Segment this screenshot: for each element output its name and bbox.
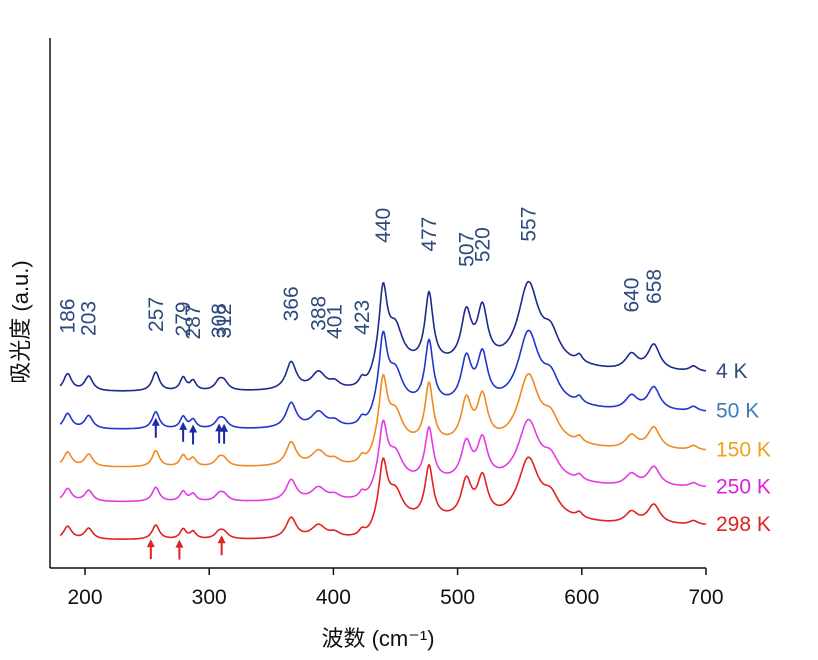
arrow-marker [220, 423, 229, 444]
arrow-marker [217, 535, 226, 556]
peak-label: 388 [307, 296, 330, 331]
peak-label: 520 [471, 227, 494, 262]
trace-150K [59, 373, 707, 468]
arrow-marker [151, 417, 160, 438]
x-tick-label: 700 [688, 586, 723, 609]
arrow-marker [175, 539, 184, 560]
peak-label: 423 [351, 300, 374, 335]
trace-4K [59, 280, 706, 392]
peak-label: 186 [57, 299, 80, 334]
x-tick-label: 500 [440, 586, 475, 609]
peak-label: 312 [213, 304, 236, 339]
arrow-marker [215, 423, 224, 444]
x-tick-label: 300 [192, 586, 227, 609]
x-axis-ticks: 200 300 400 500 600 700 [67, 568, 724, 609]
temp-label: 298 K [716, 513, 771, 536]
trace-50K [59, 329, 706, 430]
x-tick-label: 600 [564, 586, 599, 609]
trace-298K [59, 456, 707, 540]
temp-label: 50 K [716, 400, 759, 423]
arrow-marker [179, 421, 188, 442]
peak-label: 287 [182, 304, 205, 339]
trace-250K [59, 418, 707, 503]
arrow-marker [146, 539, 155, 560]
peak-label: 477 [418, 217, 441, 252]
peak-label: 658 [643, 269, 666, 304]
peak-label: 440 [372, 208, 395, 243]
temperature-labels: 4 K 50 K 150 K 250 K 298 K [716, 360, 771, 536]
temp-label: 250 K [716, 475, 771, 498]
peak-label: 308 [208, 303, 231, 338]
peak-label: 203 [78, 301, 101, 336]
peak-label: 557 [517, 207, 540, 242]
x-axis-title: 波数 (cm⁻¹) [321, 626, 434, 651]
peak-label: 257 [145, 297, 168, 332]
y-axis-title: 吸光度 (a.u.) [8, 260, 33, 383]
peak-label: 366 [280, 286, 303, 321]
peak-label: 507 [455, 232, 478, 267]
x-tick-label: 200 [67, 586, 102, 609]
peak-label: 640 [620, 278, 643, 313]
traces [59, 280, 707, 540]
temp-label: 4 K [716, 360, 748, 383]
arrow-markers [146, 417, 229, 560]
temp-label: 150 K [716, 439, 771, 462]
peak-label: 279 [172, 301, 195, 336]
arrow-marker [189, 424, 198, 445]
x-tick-label: 400 [316, 586, 351, 609]
peak-label: 401 [324, 304, 347, 339]
